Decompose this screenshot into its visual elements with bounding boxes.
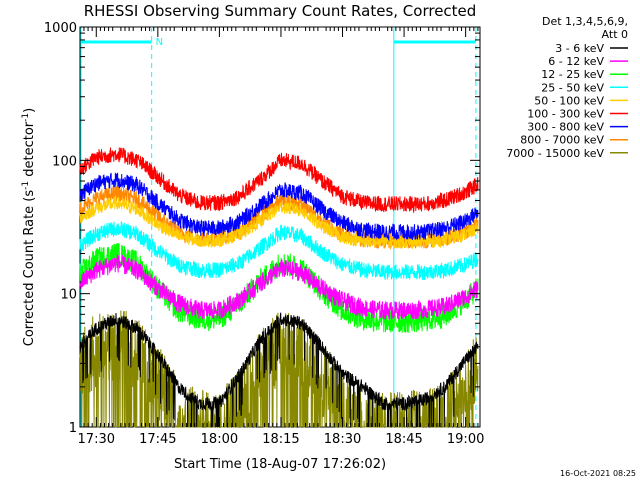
legend-entry-label: 300 - 800 keV: [527, 121, 604, 134]
y-axis-label-sup: -1: [21, 113, 31, 122]
plot-frame: [79, 26, 481, 428]
x-tick-label: 18:00: [201, 432, 238, 447]
x-tick-label: 18:45: [385, 432, 422, 447]
series-line-300-800-kev: [79, 172, 479, 242]
legend-entry-label: 12 - 25 keV: [541, 68, 604, 81]
legend-entry-label: 6 - 12 keV: [548, 55, 604, 68]
x-axis-label: Start Time (18-Aug-07 17:26:02): [174, 457, 386, 472]
legend-header-line2: Att 0: [602, 28, 628, 41]
y-tick-label: 1: [69, 421, 77, 436]
x-tick-label: 19:00: [447, 432, 484, 447]
x-tick-label: 17:45: [139, 432, 176, 447]
x-tick-label: 18:15: [262, 432, 299, 447]
y-tick-label: 10: [60, 288, 77, 303]
legend-entry-label: 7000 - 15000 keV: [506, 147, 604, 160]
series-line-3-6-kev: [79, 312, 479, 428]
legend-entry-label: 800 - 7000 keV: [520, 134, 604, 147]
x-tick-label: 17:30: [78, 432, 115, 447]
chart-title: RHESSI Observing Summary Count Rates, Co…: [84, 2, 477, 20]
legend-header-line1: Det 1,3,4,5,6,9,: [542, 15, 628, 28]
generation-timestamp: 16-Oct-2021 08:25: [560, 469, 636, 478]
x-tick-label: 18:30: [324, 432, 361, 447]
y-tick-label: 1000: [44, 21, 77, 36]
y-axis-label-sup: -1: [21, 181, 31, 190]
legend-entry-label: 50 - 100 keV: [534, 94, 604, 107]
legend-entry-label: 3 - 6 keV: [555, 42, 604, 55]
night-label: N: [156, 37, 163, 48]
series-line-12-25-kev: [79, 243, 479, 333]
series-line-100-300-kev: [79, 147, 479, 214]
y-axis-label-part: ): [22, 108, 37, 113]
series-line-50-100-kev: [79, 195, 479, 250]
y-tick-label: 100: [52, 154, 77, 169]
y-axis-label-part: detector: [22, 121, 37, 181]
series-line-6-12-kev: [79, 254, 479, 320]
y-axis-label-part: Corrected Count Rate (s: [22, 190, 37, 347]
y-axis-label: Corrected Count Rate (s-1 detector-1): [21, 108, 37, 346]
legend-entry-label: 25 - 50 keV: [541, 81, 604, 94]
legend-entry-label: 100 - 300 keV: [527, 108, 604, 121]
series-line-25-50-kev: [79, 221, 479, 281]
